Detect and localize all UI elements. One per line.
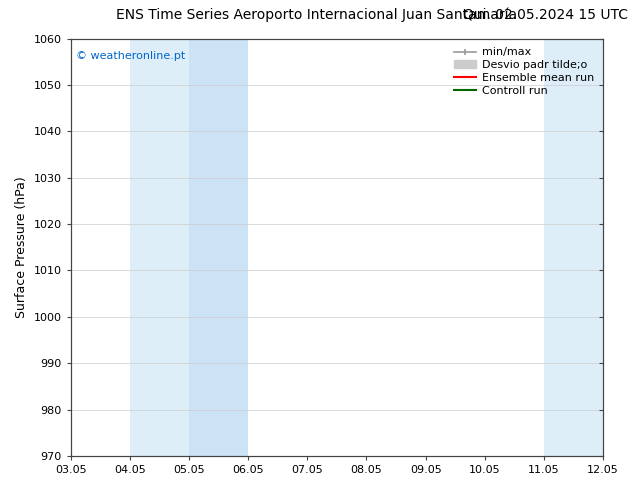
Text: © weatheronline.pt: © weatheronline.pt [76, 51, 185, 61]
Text: Qui. 02.05.2024 15 UTC: Qui. 02.05.2024 15 UTC [463, 7, 628, 22]
Text: ENS Time Series Aeroporto Internacional Juan Santamaría: ENS Time Series Aeroporto Internacional … [117, 7, 517, 22]
Legend: min/max, Desvio padr tilde;o, Ensemble mean run, Controll run: min/max, Desvio padr tilde;o, Ensemble m… [451, 44, 598, 99]
Bar [189, 39, 248, 456]
Bar [603, 39, 633, 456]
Y-axis label: Surface Pressure (hPa): Surface Pressure (hPa) [15, 176, 28, 318]
Bar [130, 39, 189, 456]
Bar [544, 39, 603, 456]
